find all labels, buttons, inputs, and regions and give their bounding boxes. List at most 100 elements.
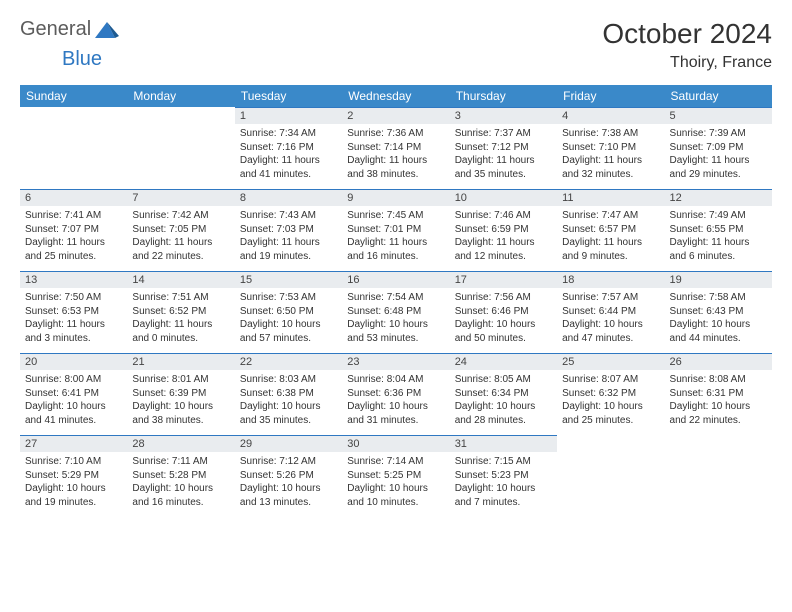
sunset-line: Sunset: 6:34 PM	[455, 387, 552, 401]
day-number: 23	[342, 353, 449, 370]
day-details: Sunrise: 8:03 AMSunset: 6:38 PMDaylight:…	[235, 370, 342, 433]
sunset-line: Sunset: 6:39 PM	[132, 387, 229, 401]
calendar-cell: 19Sunrise: 7:58 AMSunset: 6:43 PMDayligh…	[665, 271, 772, 353]
daylight-line: Daylight: 11 hours and 22 minutes.	[132, 236, 229, 263]
calendar-cell: 15Sunrise: 7:53 AMSunset: 6:50 PMDayligh…	[235, 271, 342, 353]
calendar-cell: 5Sunrise: 7:39 AMSunset: 7:09 PMDaylight…	[665, 107, 772, 189]
sunrise-line: Sunrise: 7:15 AM	[455, 455, 552, 469]
sunrise-line: Sunrise: 8:00 AM	[25, 373, 122, 387]
calendar-cell: 13Sunrise: 7:50 AMSunset: 6:53 PMDayligh…	[20, 271, 127, 353]
calendar-cell: 27Sunrise: 7:10 AMSunset: 5:29 PMDayligh…	[20, 435, 127, 517]
sunrise-line: Sunrise: 7:36 AM	[347, 127, 444, 141]
daylight-line: Daylight: 10 hours and 7 minutes.	[455, 482, 552, 509]
daylight-line: Daylight: 10 hours and 22 minutes.	[670, 400, 767, 427]
calendar-cell	[20, 107, 127, 189]
day-details: Sunrise: 7:15 AMSunset: 5:23 PMDaylight:…	[450, 452, 557, 515]
calendar-row: 13Sunrise: 7:50 AMSunset: 6:53 PMDayligh…	[20, 271, 772, 353]
daylight-line: Daylight: 11 hours and 41 minutes.	[240, 154, 337, 181]
sunset-line: Sunset: 6:59 PM	[455, 223, 552, 237]
sunrise-line: Sunrise: 7:34 AM	[240, 127, 337, 141]
calendar-cell: 14Sunrise: 7:51 AMSunset: 6:52 PMDayligh…	[127, 271, 234, 353]
sunrise-line: Sunrise: 7:56 AM	[455, 291, 552, 305]
sunrise-line: Sunrise: 7:47 AM	[562, 209, 659, 223]
daylight-line: Daylight: 10 hours and 50 minutes.	[455, 318, 552, 345]
calendar-cell: 25Sunrise: 8:07 AMSunset: 6:32 PMDayligh…	[557, 353, 664, 435]
sunrise-line: Sunrise: 8:03 AM	[240, 373, 337, 387]
daylight-line: Daylight: 10 hours and 47 minutes.	[562, 318, 659, 345]
day-details: Sunrise: 8:04 AMSunset: 6:36 PMDaylight:…	[342, 370, 449, 433]
day-number: 30	[342, 435, 449, 452]
day-details: Sunrise: 8:01 AMSunset: 6:39 PMDaylight:…	[127, 370, 234, 433]
calendar-cell: 2Sunrise: 7:36 AMSunset: 7:14 PMDaylight…	[342, 107, 449, 189]
calendar-cell: 30Sunrise: 7:14 AMSunset: 5:25 PMDayligh…	[342, 435, 449, 517]
weekday-header: Monday	[127, 85, 234, 107]
calendar-cell: 29Sunrise: 7:12 AMSunset: 5:26 PMDayligh…	[235, 435, 342, 517]
daylight-line: Daylight: 10 hours and 13 minutes.	[240, 482, 337, 509]
day-number: 1	[235, 107, 342, 124]
daylight-line: Daylight: 10 hours and 19 minutes.	[25, 482, 122, 509]
calendar-table: SundayMondayTuesdayWednesdayThursdayFrid…	[20, 85, 772, 517]
day-details: Sunrise: 7:43 AMSunset: 7:03 PMDaylight:…	[235, 206, 342, 269]
day-number: 29	[235, 435, 342, 452]
day-details: Sunrise: 7:47 AMSunset: 6:57 PMDaylight:…	[557, 206, 664, 269]
logo-text-blue: Blue	[62, 48, 102, 70]
sunset-line: Sunset: 7:16 PM	[240, 141, 337, 155]
calendar-cell: 31Sunrise: 7:15 AMSunset: 5:23 PMDayligh…	[450, 435, 557, 517]
day-details: Sunrise: 8:07 AMSunset: 6:32 PMDaylight:…	[557, 370, 664, 433]
day-details: Sunrise: 7:58 AMSunset: 6:43 PMDaylight:…	[665, 288, 772, 351]
sunrise-line: Sunrise: 7:10 AM	[25, 455, 122, 469]
daylight-line: Daylight: 10 hours and 25 minutes.	[562, 400, 659, 427]
day-details: Sunrise: 8:05 AMSunset: 6:34 PMDaylight:…	[450, 370, 557, 433]
logo: General	[20, 18, 121, 41]
day-details: Sunrise: 7:56 AMSunset: 6:46 PMDaylight:…	[450, 288, 557, 351]
day-details: Sunrise: 7:50 AMSunset: 6:53 PMDaylight:…	[20, 288, 127, 351]
day-number: 28	[127, 435, 234, 452]
daylight-line: Daylight: 11 hours and 19 minutes.	[240, 236, 337, 263]
daylight-line: Daylight: 10 hours and 41 minutes.	[25, 400, 122, 427]
sunrise-line: Sunrise: 8:05 AM	[455, 373, 552, 387]
calendar-row: 20Sunrise: 8:00 AMSunset: 6:41 PMDayligh…	[20, 353, 772, 435]
day-details: Sunrise: 7:46 AMSunset: 6:59 PMDaylight:…	[450, 206, 557, 269]
sunrise-line: Sunrise: 8:07 AM	[562, 373, 659, 387]
calendar-cell: 6Sunrise: 7:41 AMSunset: 7:07 PMDaylight…	[20, 189, 127, 271]
daylight-line: Daylight: 11 hours and 16 minutes.	[347, 236, 444, 263]
sunset-line: Sunset: 6:50 PM	[240, 305, 337, 319]
day-number: 12	[665, 189, 772, 206]
day-number: 21	[127, 353, 234, 370]
sunset-line: Sunset: 6:36 PM	[347, 387, 444, 401]
day-details: Sunrise: 7:41 AMSunset: 7:07 PMDaylight:…	[20, 206, 127, 269]
calendar-row: 6Sunrise: 7:41 AMSunset: 7:07 PMDaylight…	[20, 189, 772, 271]
weekday-header: Friday	[557, 85, 664, 107]
day-details: Sunrise: 7:12 AMSunset: 5:26 PMDaylight:…	[235, 452, 342, 515]
calendar-cell	[665, 435, 772, 517]
day-number: 14	[127, 271, 234, 288]
weekday-header: Tuesday	[235, 85, 342, 107]
sunrise-line: Sunrise: 7:45 AM	[347, 209, 444, 223]
day-details: Sunrise: 7:57 AMSunset: 6:44 PMDaylight:…	[557, 288, 664, 351]
sunset-line: Sunset: 6:41 PM	[25, 387, 122, 401]
calendar-cell: 18Sunrise: 7:57 AMSunset: 6:44 PMDayligh…	[557, 271, 664, 353]
day-number: 8	[235, 189, 342, 206]
sunset-line: Sunset: 7:07 PM	[25, 223, 122, 237]
day-details: Sunrise: 7:49 AMSunset: 6:55 PMDaylight:…	[665, 206, 772, 269]
sunrise-line: Sunrise: 7:50 AM	[25, 291, 122, 305]
sunset-line: Sunset: 7:14 PM	[347, 141, 444, 155]
calendar-cell	[557, 435, 664, 517]
day-details: Sunrise: 7:53 AMSunset: 6:50 PMDaylight:…	[235, 288, 342, 351]
sunrise-line: Sunrise: 8:08 AM	[670, 373, 767, 387]
daylight-line: Daylight: 10 hours and 16 minutes.	[132, 482, 229, 509]
day-details: Sunrise: 8:08 AMSunset: 6:31 PMDaylight:…	[665, 370, 772, 433]
calendar-cell: 17Sunrise: 7:56 AMSunset: 6:46 PMDayligh…	[450, 271, 557, 353]
sunrise-line: Sunrise: 7:42 AM	[132, 209, 229, 223]
calendar-row: 1Sunrise: 7:34 AMSunset: 7:16 PMDaylight…	[20, 107, 772, 189]
sunrise-line: Sunrise: 7:54 AM	[347, 291, 444, 305]
calendar-cell: 16Sunrise: 7:54 AMSunset: 6:48 PMDayligh…	[342, 271, 449, 353]
sunrise-line: Sunrise: 7:49 AM	[670, 209, 767, 223]
sunset-line: Sunset: 7:12 PM	[455, 141, 552, 155]
month-title: October 2024	[602, 18, 772, 50]
location: Thoiry, France	[602, 54, 772, 72]
day-number: 22	[235, 353, 342, 370]
sunset-line: Sunset: 5:26 PM	[240, 469, 337, 483]
calendar-cell: 8Sunrise: 7:43 AMSunset: 7:03 PMDaylight…	[235, 189, 342, 271]
daylight-line: Daylight: 11 hours and 35 minutes.	[455, 154, 552, 181]
